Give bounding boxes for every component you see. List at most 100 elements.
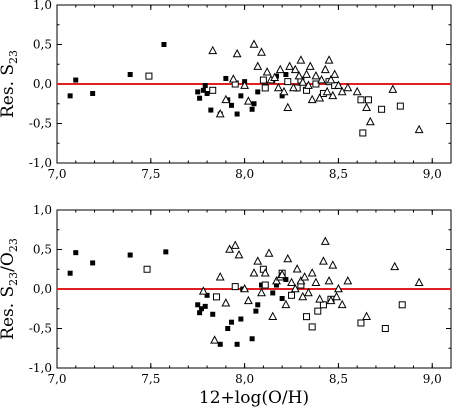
- open-triangle-point: [228, 74, 238, 83]
- y-tick-label: 0,0: [33, 282, 52, 296]
- filled-square-point: [228, 102, 234, 108]
- y-tick-label: 1,0: [33, 0, 52, 12]
- open-square-point: [359, 129, 367, 137]
- filled-square-point: [208, 107, 214, 113]
- filled-square-point: [210, 311, 216, 317]
- x-tick-label: 7,0: [47, 372, 66, 386]
- y-axis-label-subscript: 23: [7, 238, 20, 252]
- filled-square-point: [73, 77, 79, 83]
- filled-square-point: [238, 316, 244, 322]
- open-triangle-point: [234, 249, 244, 259]
- x-tick-label: 8,5: [329, 372, 348, 386]
- open-triangle-point: [257, 287, 266, 297]
- open-triangle-point: [324, 276, 334, 285]
- open-triangle-point: [337, 299, 347, 309]
- filled-square-point: [202, 83, 208, 89]
- x-axis-label: 12+log(O/H): [199, 388, 309, 408]
- open-triangle-point: [257, 47, 266, 56]
- y-tick-label: 1,0: [33, 203, 52, 217]
- filled-square-point: [90, 260, 96, 266]
- open-triangle-point: [328, 260, 338, 269]
- open-triangle-point: [290, 283, 300, 293]
- top-panel: 7,0 7,5 8,0 8,5 9,0 1,0 0,5 0,0 -0,5 -1,0 Res. S23: [0, 0, 452, 181]
- filled-square-point: [217, 341, 223, 347]
- filled-square-point: [251, 101, 257, 107]
- open-square-point: [212, 293, 220, 301]
- open-triangle-point: [243, 96, 253, 105]
- open-square-point: [209, 86, 217, 94]
- open-triangle-point: [362, 102, 372, 111]
- filled-square-point: [253, 308, 259, 314]
- open-triangle-point: [221, 94, 231, 104]
- open-triangle-point: [311, 277, 321, 286]
- open-triangle-point: [330, 69, 340, 78]
- open-square-point: [231, 283, 239, 291]
- filled-square-point: [198, 306, 204, 312]
- y-axis-label-subscript: 23: [7, 272, 20, 286]
- open-triangle-point: [414, 277, 424, 286]
- open-triangle-point: [333, 283, 343, 293]
- filled-square-point: [259, 282, 265, 288]
- filled-square-point: [238, 93, 244, 99]
- open-triangle-point: [317, 74, 326, 84]
- open-square-point: [364, 96, 372, 104]
- filled-square-point: [200, 87, 206, 93]
- filled-square-point: [195, 89, 201, 95]
- filled-square-point: [67, 93, 73, 99]
- filled-square-point: [279, 295, 285, 301]
- open-triangle-point: [388, 84, 398, 93]
- y-axis-label-text: Res. S: [0, 286, 18, 340]
- filled-square-point: [279, 93, 285, 99]
- open-triangle-point: [298, 291, 308, 301]
- y-tick-label: 0,0: [33, 77, 52, 91]
- filled-square-point: [223, 75, 229, 81]
- filled-square-point: [274, 73, 280, 79]
- y-tick-label: -0,5: [29, 322, 52, 336]
- open-triangle-point: [232, 48, 242, 58]
- open-triangle-point: [352, 86, 362, 96]
- open-triangle-point: [253, 61, 263, 70]
- filled-square-point: [202, 303, 208, 309]
- open-square-point: [308, 323, 316, 331]
- open-triangle-point: [215, 272, 225, 281]
- open-triangle-point: [300, 272, 310, 281]
- open-triangle-point: [318, 256, 328, 265]
- open-triangle-point: [343, 276, 353, 285]
- x-tick-label: 9,0: [423, 372, 442, 386]
- filled-square-point: [67, 270, 73, 276]
- filled-square-point: [228, 319, 234, 325]
- open-triangle-point: [275, 64, 285, 74]
- y-tick-label: 0,5: [33, 38, 52, 52]
- open-triangle-point: [298, 77, 308, 86]
- open-triangle-point: [303, 80, 313, 89]
- filled-square-point: [197, 310, 203, 316]
- filled-square-point: [283, 277, 289, 283]
- open-triangle-point: [305, 61, 315, 70]
- open-triangle-point: [390, 261, 400, 271]
- open-square-point: [288, 291, 296, 299]
- open-triangle-point: [210, 335, 220, 344]
- open-square-point: [261, 84, 269, 92]
- open-triangle-point: [307, 94, 317, 104]
- open-square-point: [357, 96, 365, 104]
- open-triangle-point: [230, 240, 240, 249]
- open-triangle-point: [290, 64, 300, 74]
- open-triangle-point: [277, 269, 287, 279]
- open-triangle-point: [273, 82, 283, 92]
- open-triangle-point: [281, 299, 291, 309]
- open-triangle-point: [315, 294, 325, 303]
- filled-square-point: [234, 111, 240, 117]
- filled-square-point: [161, 42, 167, 47]
- filled-square-point: [249, 106, 255, 112]
- open-square-point: [312, 80, 320, 88]
- filled-square-point: [255, 89, 261, 95]
- y-axis-label-text: Res. S: [0, 64, 18, 118]
- filled-square-point: [73, 250, 79, 256]
- open-triangle-point: [337, 86, 347, 96]
- open-square-point: [319, 301, 327, 309]
- open-triangle-point: [221, 298, 231, 307]
- filled-square-point: [197, 95, 203, 101]
- open-triangle-point: [198, 286, 208, 295]
- filled-square-point: [283, 72, 289, 78]
- open-triangle-point: [249, 268, 259, 277]
